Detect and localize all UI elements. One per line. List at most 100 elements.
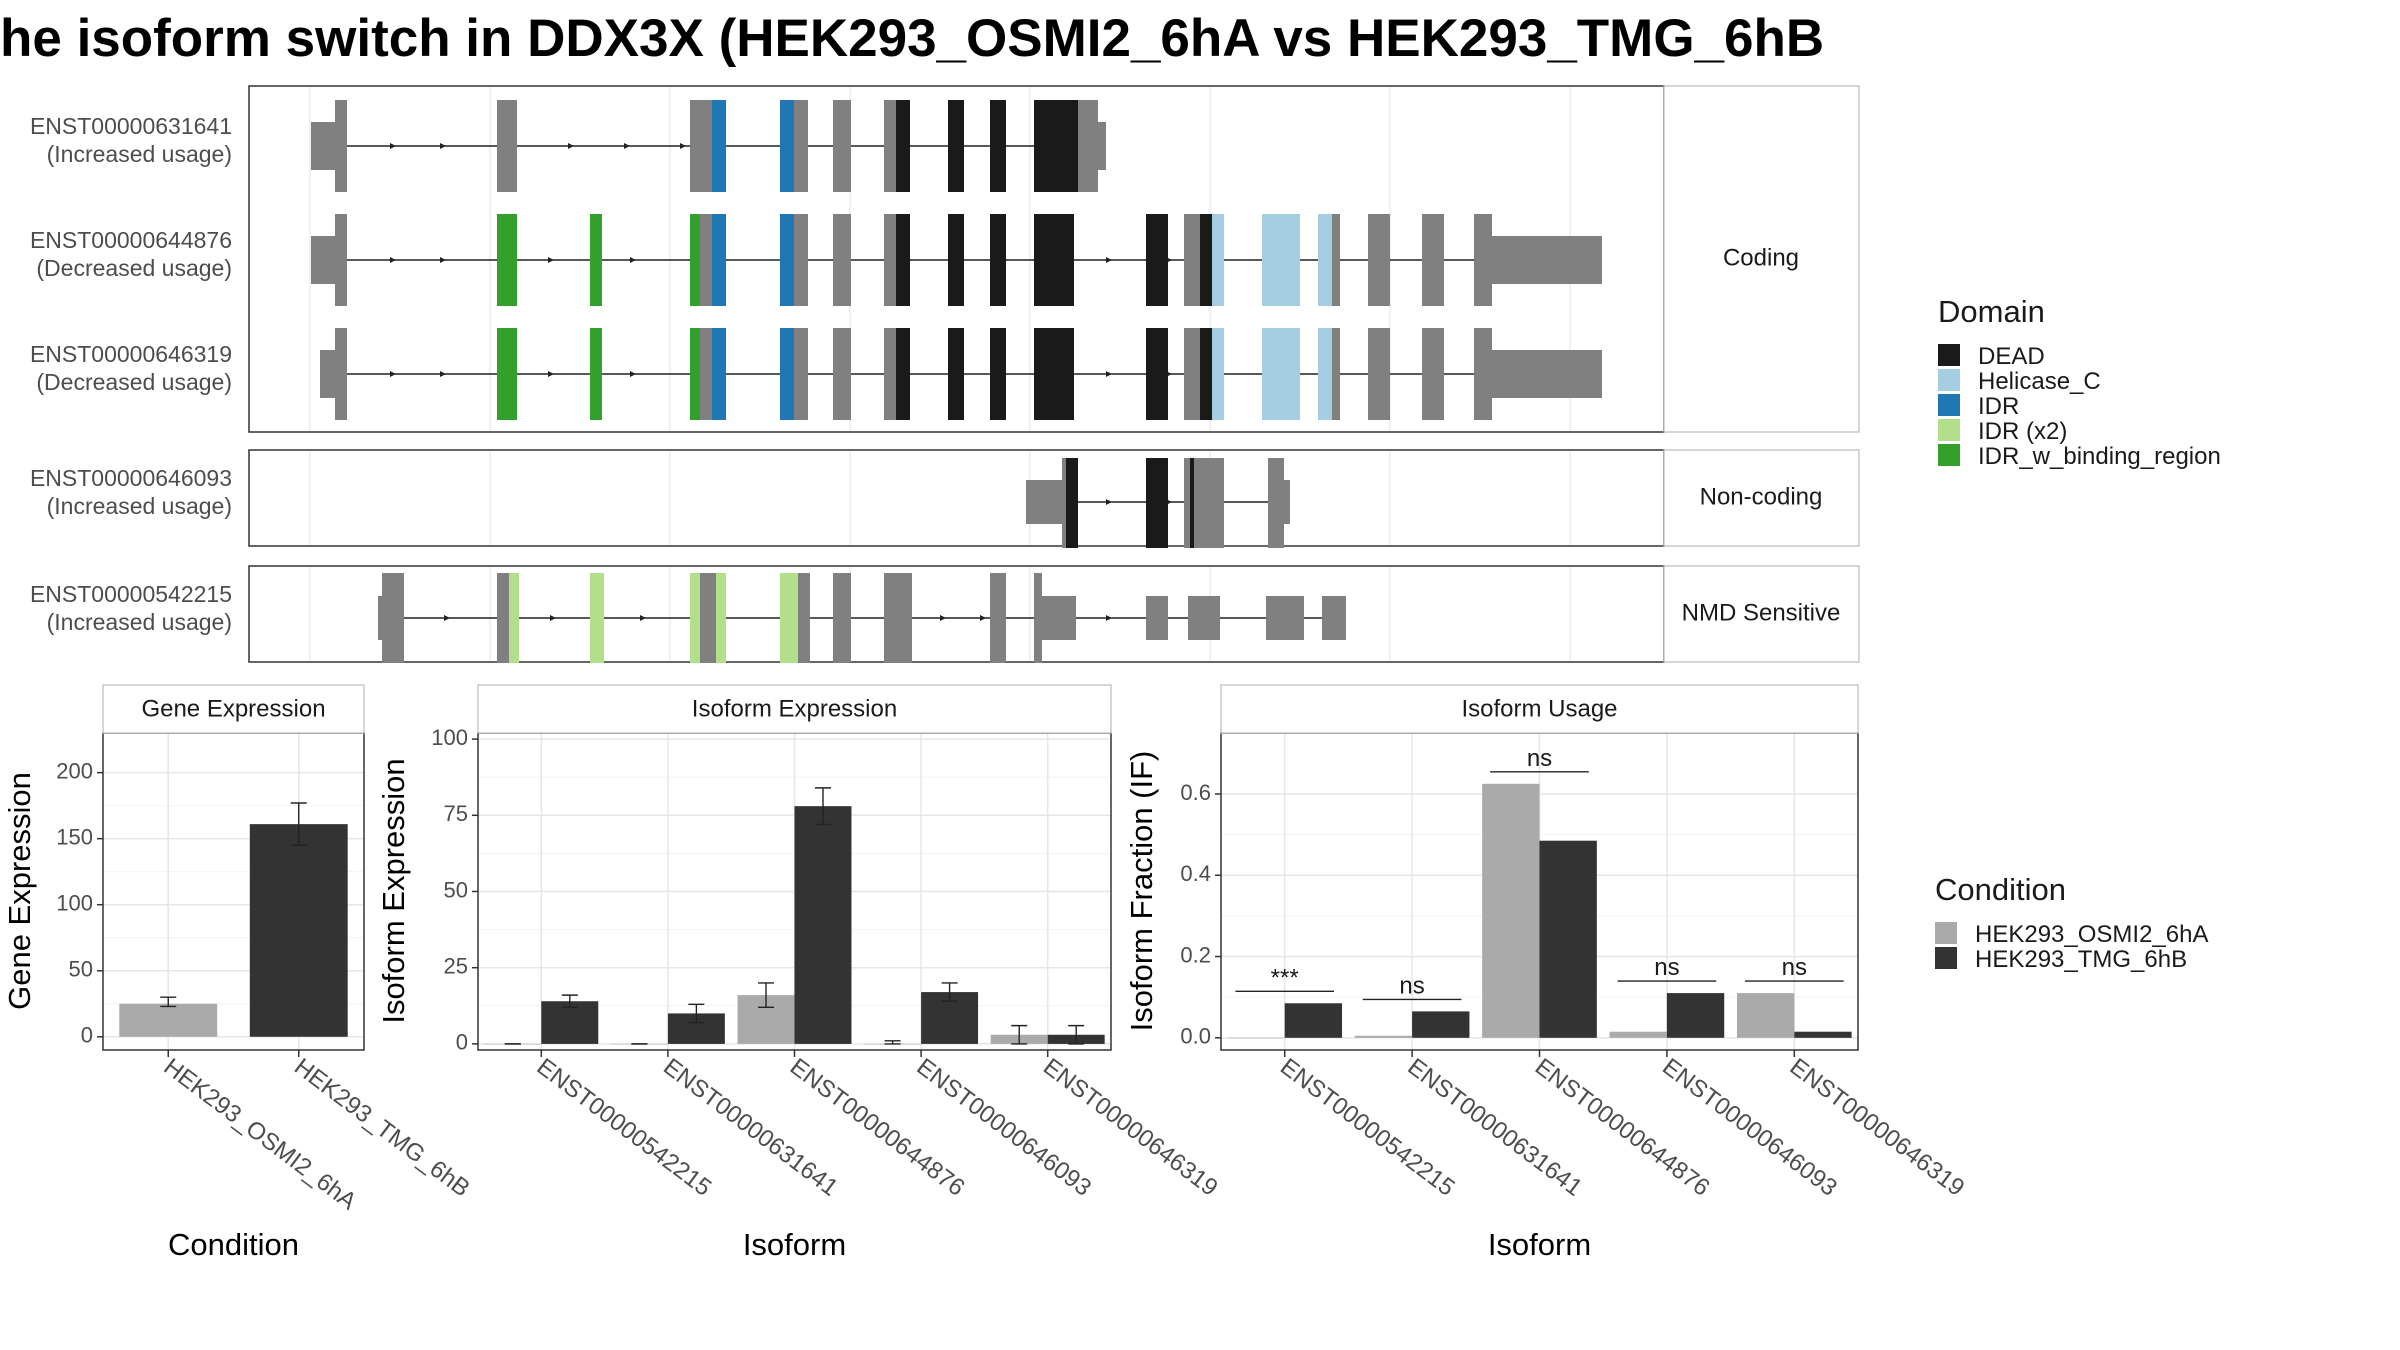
significance-label: ns — [1782, 954, 1807, 981]
legend-label-tmg: HEK293_TMG_6hB — [1975, 946, 2187, 973]
coding-strip — [1663, 85, 1860, 433]
noncoding-strip — [1663, 449, 1860, 547]
bar — [1284, 1003, 1343, 1038]
transcript-id: ENST00000646319 — [30, 341, 232, 367]
transcript-usage: (Decreased usage) — [36, 369, 232, 395]
x-axis-title: Condition — [168, 1227, 299, 1262]
exon-blocks — [1026, 458, 1290, 548]
error-bar — [160, 996, 177, 1008]
error-bar — [688, 1003, 705, 1024]
intron-arrows — [390, 143, 686, 149]
legend-label-idr: IDR — [1978, 393, 2019, 420]
error-bar — [941, 982, 958, 1002]
transcript-usage: (Increased usage) — [47, 609, 232, 635]
transcript-row: ENST00000542215 (Increased usage) — [30, 573, 1346, 663]
legend-key-osmi2 — [1935, 922, 1957, 944]
figure-title: he isoform switch in DDX3X (HEK293_OSMI2… — [0, 9, 1824, 68]
panel-title: Isoform Usage — [1461, 695, 1617, 722]
x-axis-title: Isoform — [1488, 1227, 1591, 1262]
y-tick-label: 150 — [56, 824, 93, 849]
panel-strip — [1220, 684, 1859, 734]
domain-legend: Domain DEAD Helicase_C IDR IDR (x2) IDR_… — [1938, 294, 2221, 470]
transcript-usage: (Increased usage) — [47, 141, 232, 167]
panel-title: Isoform Expression — [692, 695, 897, 722]
y-tick-label: 0.0 — [1180, 1024, 1211, 1049]
y-tick-label: 0.4 — [1180, 861, 1211, 886]
legend-key-idr-binding — [1938, 444, 1960, 466]
error-bar — [1011, 1024, 1028, 1045]
bar — [1736, 993, 1795, 1038]
bar — [1794, 1031, 1852, 1038]
transcript-id: ENST00000646093 — [30, 465, 232, 491]
bar — [119, 1003, 218, 1037]
bar — [1354, 1035, 1413, 1038]
legend-label-idr-x2: IDR (x2) — [1978, 418, 2067, 445]
bar — [1539, 840, 1597, 1038]
error-bar — [758, 982, 775, 1009]
transcript-row: ENST00000646319 (Decreased usage) — [30, 328, 1602, 420]
condition-legend-title: Condition — [1935, 872, 2066, 907]
y-tick-label: 100 — [56, 891, 93, 916]
legend-key-idr — [1938, 394, 1960, 416]
legend-key-helicase-c — [1938, 369, 1960, 391]
bar — [1412, 1011, 1470, 1038]
legend-key-tmg — [1935, 947, 1957, 969]
y-tick-label: 75 — [444, 801, 468, 826]
bar — [1609, 1031, 1667, 1038]
coding-strip-label: Coding — [1723, 244, 1799, 271]
y-tick-label: 0.6 — [1180, 780, 1211, 805]
exon-blocks — [378, 573, 1346, 663]
legend-label-osmi2: HEK293_OSMI2_6hA — [1975, 921, 2208, 948]
y-tick-label: 100 — [431, 725, 468, 750]
transcript-row: ENST00000631641 (Increased usage) — [30, 100, 1106, 192]
y-tick-label: 25 — [444, 954, 468, 979]
transcript-usage: (Increased usage) — [47, 493, 232, 519]
significance-label: ns — [1654, 954, 1679, 981]
y-axis-title: Isoform Fraction (IF) — [1124, 751, 1159, 1032]
legend-key-idr-x2 — [1938, 419, 1960, 441]
transcript-id: ENST00000644876 — [30, 227, 232, 253]
error-bar — [290, 802, 307, 846]
legend-label-helicase-c: Helicase_C — [1978, 368, 2101, 395]
nmd-strip-label: NMD Sensitive — [1682, 599, 1841, 626]
transcript-row: ENST00000646093 (Increased usage) — [30, 458, 1290, 548]
bar — [249, 824, 348, 1037]
significance-label: ns — [1399, 972, 1424, 999]
transcript-id: ENST00000631641 — [30, 113, 232, 139]
exon-blocks — [311, 214, 1602, 306]
bar — [1227, 1037, 1285, 1039]
noncoding-strip-label: Non-coding — [1700, 483, 1823, 510]
y-tick-label: 0 — [456, 1030, 468, 1055]
condition-legend: Condition HEK293_OSMI2_6hA HEK293_TMG_6h… — [1935, 872, 2208, 973]
error-bar — [1068, 1024, 1085, 1045]
exon-blocks — [311, 100, 1106, 192]
legend-label-idr-binding: IDR_w_binding_region — [1978, 443, 2221, 470]
bar — [1482, 783, 1540, 1038]
significance-label: *** — [1271, 964, 1299, 991]
error-bar — [814, 787, 831, 826]
panel-title: Gene Expression — [141, 695, 325, 722]
transcript-usage: (Decreased usage) — [36, 255, 232, 281]
significance-label: ns — [1527, 745, 1552, 772]
legend-key-dead — [1938, 344, 1960, 366]
error-bar — [884, 1040, 901, 1045]
y-axis-title: Gene Expression — [2, 772, 37, 1010]
bar — [1666, 993, 1725, 1038]
transcript-id: ENST00000542215 — [30, 581, 232, 607]
noncoding-panel-frame — [248, 449, 1665, 547]
y-tick-label: 50 — [444, 877, 468, 902]
bar — [794, 806, 852, 1044]
exon-blocks — [320, 328, 1602, 420]
y-axis-title: Isoform Expression — [376, 758, 411, 1023]
y-tick-label: 50 — [69, 957, 93, 982]
error-bar — [561, 994, 578, 1009]
panel-strip — [477, 684, 1112, 734]
y-tick-label: 0.2 — [1180, 942, 1211, 967]
intron-arrows — [444, 615, 1112, 621]
panel-strip — [102, 684, 365, 734]
nmd-panel-frame — [248, 565, 1665, 663]
y-tick-label: 200 — [56, 758, 93, 783]
